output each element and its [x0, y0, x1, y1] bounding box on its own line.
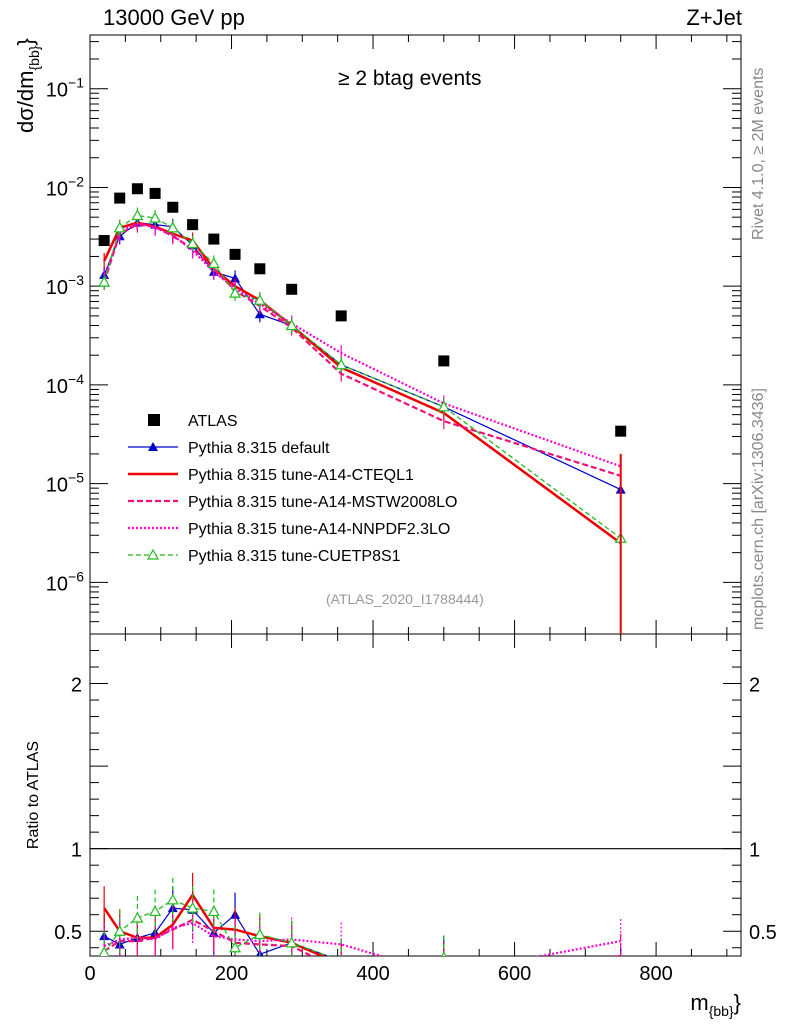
atlas-data-point — [167, 201, 179, 213]
legend-label: ATLAS — [188, 413, 238, 430]
series-marker — [98, 275, 111, 287]
ratio-marker — [616, 966, 626, 975]
legend-entry: Pythia 8.315 tune-A14-NNPDF2.3LO — [128, 521, 450, 538]
y-axis-label: dσ/dm{bb}} — [13, 38, 42, 133]
mcplots-credit-label: mcplots.cern.ch [arXiv:1306.3436] — [750, 388, 767, 630]
rivet-version-label: Rivet 4.1.0, ≥ 2M events — [750, 67, 767, 240]
selection-annotation: ≥ 2 btag events — [338, 67, 482, 90]
legend-entry: Pythia 8.315 tune-A14-MSTW2008LO — [128, 494, 457, 511]
series-marker — [186, 237, 199, 249]
ratio-plot-frame — [89, 633, 742, 957]
ratio-marker — [149, 905, 162, 917]
series-marker — [253, 294, 266, 305]
x-tick-label: 200 — [215, 963, 248, 985]
series-marker — [207, 257, 220, 269]
ratio-marker — [186, 901, 199, 913]
y-tick-label: 10−2 — [46, 173, 84, 200]
ratio-marker — [166, 893, 179, 905]
atlas-data-point — [187, 219, 199, 231]
ratio-y-tick-label: 2 — [71, 675, 82, 697]
atlas-data-point — [254, 263, 266, 275]
ratio-marker — [441, 951, 447, 956]
series-marker — [437, 400, 450, 412]
ratio-y-tick-label-right: 0.5 — [749, 922, 777, 944]
ratio-line-0 — [103, 907, 330, 956]
y-tick-label: 10−1 — [46, 75, 84, 102]
legend-entry: Pythia 8.315 tune-CUETP8S1 — [128, 548, 401, 565]
atlas-data-point — [335, 310, 347, 322]
x-tick-label: 0 — [84, 963, 95, 985]
analysis-id-label: (ATLAS_2020_I1788444) — [326, 591, 484, 607]
ratio-marker — [285, 936, 298, 948]
ratio-y-tick-label-right: 2 — [749, 675, 760, 697]
atlas-data-point — [98, 235, 110, 247]
atlas-data-point — [149, 187, 161, 199]
ratio-series-group — [98, 872, 626, 1005]
series-marker — [285, 319, 298, 331]
ratio-marker — [229, 941, 242, 953]
header-left-label: 13000 GeV pp — [103, 5, 245, 30]
legend-marker — [148, 442, 158, 451]
y-tick-label: 10−5 — [46, 470, 84, 497]
legend-label: Pythia 8.315 tune-A14-MSTW2008LO — [188, 494, 457, 511]
ratio-marker — [340, 954, 342, 956]
atlas-data-point — [438, 355, 450, 367]
ratio-y-tick-label: 0.5 — [54, 922, 82, 944]
ratio-marker — [207, 905, 220, 917]
series-marker — [149, 211, 162, 223]
y-tick-label: 10−4 — [46, 371, 84, 398]
y-tick-label: 10−6 — [46, 568, 84, 595]
ratio-marker — [131, 911, 144, 923]
legend-symbol — [148, 414, 160, 426]
series-marker — [335, 358, 348, 370]
x-tick-label: 400 — [356, 963, 389, 985]
ratio-y-tick-label-right: 1 — [749, 840, 760, 862]
ratio-y-axis-label: Ratio to ATLAS — [25, 741, 42, 849]
series-line-1 — [103, 222, 621, 491]
ratio-marker — [616, 996, 626, 1005]
atlas-data-point — [286, 283, 298, 295]
legend-label: Pythia 8.315 tune-CUETP8S1 — [188, 548, 401, 565]
ratio-marker — [341, 955, 342, 956]
main-series-group — [98, 183, 627, 634]
ratio-y-tick-label: 1 — [71, 840, 82, 862]
main-plot-frame — [89, 34, 742, 635]
legend-entry: ATLAS — [148, 413, 238, 430]
ratio-line-1 — [103, 892, 326, 956]
atlas-data-point — [114, 192, 126, 204]
atlas-data-point — [615, 425, 627, 437]
legend-marker — [146, 548, 160, 560]
ratio-marker — [98, 946, 110, 956]
ratio-marker — [253, 928, 266, 940]
atlas-data-point — [131, 183, 143, 195]
legend-entry: Pythia 8.315 default — [128, 440, 330, 457]
header-right-label: Z+Jet — [686, 5, 742, 30]
x-tick-label: 800 — [639, 963, 672, 985]
x-axis-label: m{bb}} — [690, 990, 741, 1019]
atlas-data-point — [208, 233, 220, 245]
series-marker — [166, 221, 179, 233]
x-tick-label: 600 — [498, 963, 531, 985]
series-marker — [131, 209, 144, 221]
series-line-4 — [103, 221, 622, 468]
legend-label: Pythia 8.315 default — [188, 440, 330, 457]
y-tick-label: 10−3 — [46, 272, 84, 299]
legend-label: Pythia 8.315 tune-A14-NNPDF2.3LO — [188, 521, 450, 538]
series-marker — [230, 273, 241, 283]
atlas-data-point — [229, 248, 241, 260]
legend-entry: Pythia 8.315 tune-A14-CTEQL1 — [128, 467, 414, 484]
ratio-marker — [113, 924, 126, 936]
legend-label: Pythia 8.315 tune-A14-CTEQL1 — [188, 467, 414, 484]
series-marker — [113, 221, 126, 233]
series-marker — [229, 286, 242, 298]
